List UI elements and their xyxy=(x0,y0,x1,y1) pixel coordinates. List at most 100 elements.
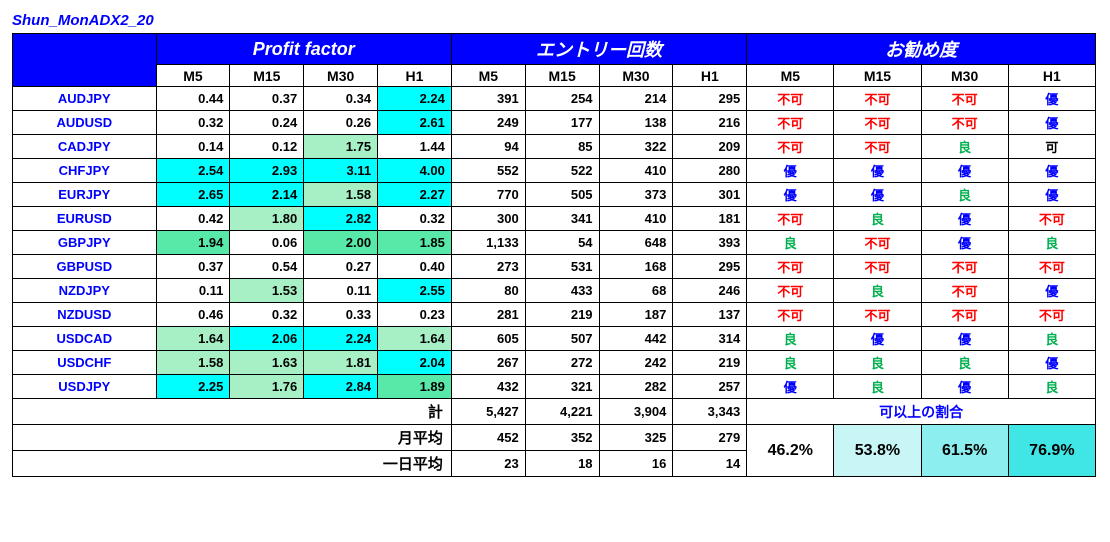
reco-cell: 優 xyxy=(747,375,834,399)
pf-cell: 0.27 xyxy=(304,255,378,279)
header-H1: H1 xyxy=(673,65,747,87)
pf-cell: 4.00 xyxy=(378,159,452,183)
entry-cell: 321 xyxy=(525,375,599,399)
entry-cell: 295 xyxy=(673,255,747,279)
reco-cell: 不可 xyxy=(1008,303,1095,327)
reco-cell: 優 xyxy=(921,375,1008,399)
pf-cell: 0.46 xyxy=(156,303,230,327)
reco-cell: 良 xyxy=(1008,375,1095,399)
pair-cell: NZDUSD xyxy=(13,303,157,327)
pair-cell: CHFJPY xyxy=(13,159,157,183)
pair-cell: NZDJPY xyxy=(13,279,157,303)
table-row: USDCHF1.581.631.812.04267272242219良良良優 xyxy=(13,351,1096,375)
reco-cell: 優 xyxy=(834,183,921,207)
reco-cell: 優 xyxy=(1008,87,1095,111)
reco-cell: 不可 xyxy=(1008,255,1095,279)
pf-cell: 0.37 xyxy=(156,255,230,279)
reco-cell: 不可 xyxy=(834,231,921,255)
reco-cell: 優 xyxy=(1008,351,1095,375)
table-row: GBPJPY1.940.062.001.851,13354648393良不可優良 xyxy=(13,231,1096,255)
reco-cell: 優 xyxy=(1008,111,1095,135)
reco-cell: 優 xyxy=(921,327,1008,351)
reco-cell: 不可 xyxy=(834,135,921,159)
entry-cell: 393 xyxy=(673,231,747,255)
entry-cell: 85 xyxy=(525,135,599,159)
pf-cell: 2.84 xyxy=(304,375,378,399)
entry-cell: 648 xyxy=(599,231,673,255)
reco-cell: 優 xyxy=(834,159,921,183)
header-M15: M15 xyxy=(525,65,599,87)
reco-cell: 優 xyxy=(834,327,921,351)
pf-cell: 0.32 xyxy=(378,207,452,231)
table-row: CADJPY0.140.121.751.449485322209不可不可良可 xyxy=(13,135,1096,159)
day-cell: 16 xyxy=(599,451,673,477)
entry-cell: 138 xyxy=(599,111,673,135)
pf-cell: 2.04 xyxy=(378,351,452,375)
pct-cell: 61.5% xyxy=(921,425,1008,477)
entry-cell: 300 xyxy=(451,207,525,231)
reco-cell: 不可 xyxy=(834,303,921,327)
entry-cell: 314 xyxy=(673,327,747,351)
table-row: NZDJPY0.111.530.112.558043368246不可良不可優 xyxy=(13,279,1096,303)
pf-cell: 1.75 xyxy=(304,135,378,159)
table-row: USDCAD1.642.062.241.64605507442314良優優良 xyxy=(13,327,1096,351)
reco-cell: 良 xyxy=(747,327,834,351)
entry-cell: 322 xyxy=(599,135,673,159)
pf-cell: 3.11 xyxy=(304,159,378,183)
entry-cell: 391 xyxy=(451,87,525,111)
table-row: AUDUSD0.320.240.262.61249177138216不可不可不可… xyxy=(13,111,1096,135)
reco-cell: 不可 xyxy=(834,111,921,135)
pf-cell: 1.76 xyxy=(230,375,304,399)
pf-cell: 0.54 xyxy=(230,255,304,279)
pf-cell: 0.06 xyxy=(230,231,304,255)
reco-cell: 優 xyxy=(921,207,1008,231)
total-cell: 3,343 xyxy=(673,399,747,425)
entry-cell: 177 xyxy=(525,111,599,135)
pf-cell: 0.11 xyxy=(304,279,378,303)
reco-cell: 優 xyxy=(747,183,834,207)
month-cell: 452 xyxy=(451,425,525,451)
pf-cell: 0.26 xyxy=(304,111,378,135)
pf-cell: 1.85 xyxy=(378,231,452,255)
entry-cell: 432 xyxy=(451,375,525,399)
header-M30: M30 xyxy=(304,65,378,87)
reco-cell: 良 xyxy=(921,351,1008,375)
pf-cell: 1.64 xyxy=(378,327,452,351)
pf-cell: 2.27 xyxy=(378,183,452,207)
pair-cell: AUDUSD xyxy=(13,111,157,135)
page-title: Shun_MonADX2_20 xyxy=(12,12,1098,29)
reco-cell: 良 xyxy=(921,135,1008,159)
pf-cell: 0.14 xyxy=(156,135,230,159)
pair-cell: USDJPY xyxy=(13,375,157,399)
pf-cell: 0.37 xyxy=(230,87,304,111)
reco-cell: 優 xyxy=(747,159,834,183)
reco-cell: 不可 xyxy=(834,87,921,111)
entry-cell: 80 xyxy=(451,279,525,303)
entry-cell: 246 xyxy=(673,279,747,303)
pf-cell: 2.24 xyxy=(304,327,378,351)
table-row: USDJPY2.251.762.841.89432321282257優良優良 xyxy=(13,375,1096,399)
entry-cell: 341 xyxy=(525,207,599,231)
reco-cell: 不可 xyxy=(921,279,1008,303)
entry-cell: 267 xyxy=(451,351,525,375)
entry-cell: 373 xyxy=(599,183,673,207)
entry-cell: 257 xyxy=(673,375,747,399)
entry-cell: 254 xyxy=(525,87,599,111)
reco-cell: 良 xyxy=(834,375,921,399)
entry-cell: 54 xyxy=(525,231,599,255)
reco-cell: 不可 xyxy=(921,255,1008,279)
pct-cell: 76.9% xyxy=(1008,425,1095,477)
pf-cell: 1.63 xyxy=(230,351,304,375)
pf-cell: 1.58 xyxy=(304,183,378,207)
entry-cell: 507 xyxy=(525,327,599,351)
entry-cell: 442 xyxy=(599,327,673,351)
header-M15: M15 xyxy=(834,65,921,87)
pf-cell: 0.32 xyxy=(230,303,304,327)
pct-cell: 46.2% xyxy=(747,425,834,477)
pair-cell: EURUSD xyxy=(13,207,157,231)
entry-cell: 272 xyxy=(525,351,599,375)
pf-cell: 2.06 xyxy=(230,327,304,351)
entry-cell: 301 xyxy=(673,183,747,207)
entry-cell: 505 xyxy=(525,183,599,207)
entry-cell: 281 xyxy=(451,303,525,327)
